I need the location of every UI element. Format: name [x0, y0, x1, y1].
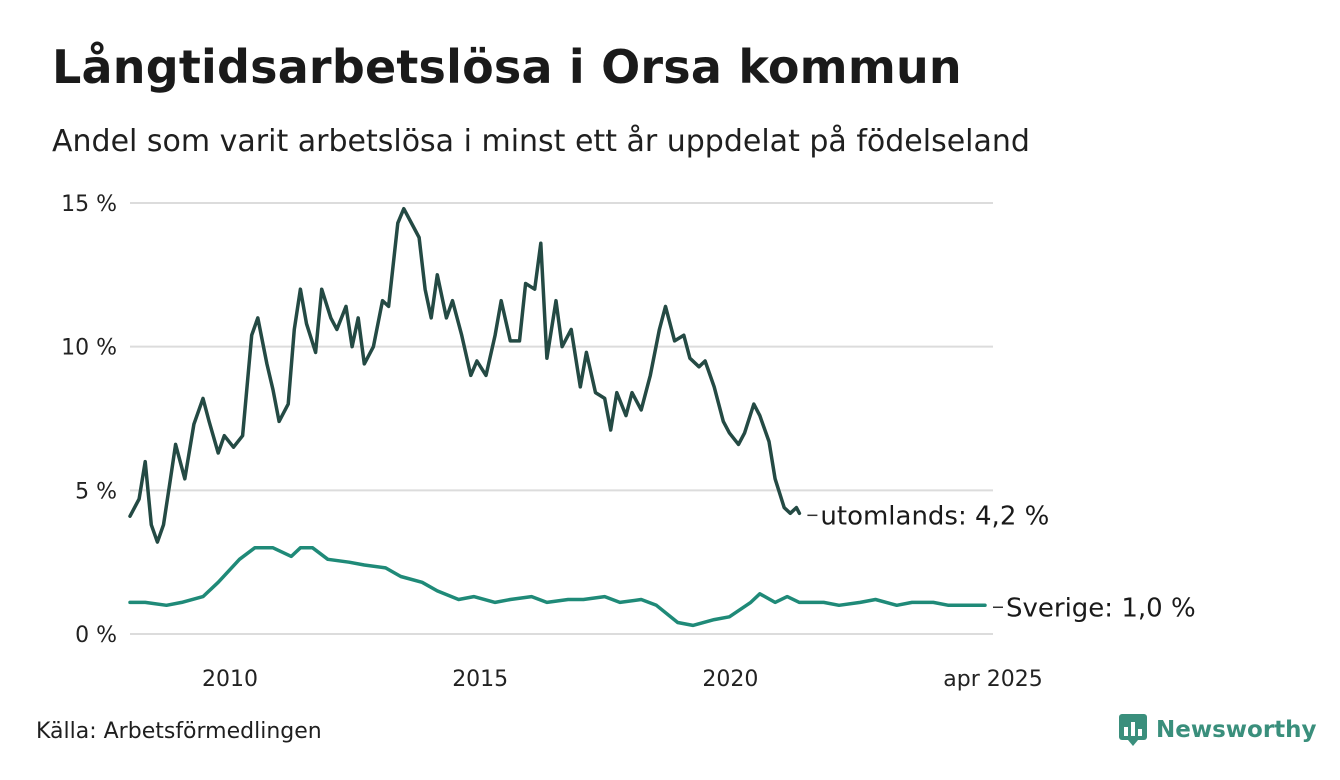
- y-tick-label: 5 %: [75, 479, 117, 504]
- y-tick-label: 0 %: [75, 623, 117, 648]
- x-tick-label: 2020: [702, 667, 758, 692]
- end-label-utomlands: utomlands: 4,2 %: [820, 501, 1049, 531]
- x-axis-ticks: 2010 2015 2020 apr 2025: [202, 667, 1043, 692]
- source-note: Källa: Arbetsförmedlingen: [36, 719, 322, 744]
- chart-title: Långtidsarbetslösa i Orsa kommun: [52, 40, 962, 94]
- newsworthy-logo-icon: [1119, 714, 1147, 746]
- series-line-utomlands: [128, 206, 802, 544]
- y-tick-label: 10 %: [61, 336, 117, 361]
- x-tick-label: apr 2025: [943, 667, 1042, 692]
- chart-subtitle: Andel som varit arbetslösa i minst ett å…: [52, 124, 1030, 159]
- end-label-sverige: Sverige: 1,0 %: [1006, 593, 1196, 623]
- brand-name: Newsworthy: [1156, 717, 1317, 743]
- series-lines: [128, 206, 987, 628]
- series-end-labels: utomlands: 4,2 % Sverige: 1,0 %: [807, 501, 1196, 623]
- y-axis-ticks: 0 % 5 % 10 % 15 %: [61, 192, 117, 648]
- line-chart: 0 % 5 % 10 % 15 % 2010 2015 2020 apr 2025 utom…: [61, 192, 1196, 692]
- x-tick-label: 2010: [202, 667, 258, 692]
- grid-lines: [130, 202, 993, 635]
- x-tick-label: 2015: [452, 667, 508, 692]
- series-line-sverige: [128, 546, 987, 628]
- y-tick-label: 15 %: [61, 192, 117, 217]
- brand-logo[interactable]: Newsworthy: [1118, 713, 1317, 747]
